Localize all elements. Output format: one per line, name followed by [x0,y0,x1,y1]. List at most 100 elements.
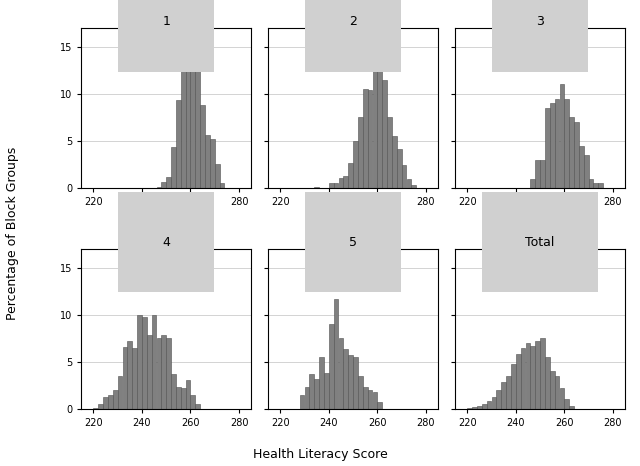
Bar [559,84,564,188]
Bar [477,406,482,409]
Bar [525,343,531,409]
Bar [467,408,472,409]
Bar [220,183,225,188]
Bar [176,387,180,409]
Bar [412,185,416,188]
Bar [93,408,98,409]
Bar [344,176,348,188]
Bar [108,395,113,409]
Bar [176,101,180,188]
Bar [378,402,382,409]
Bar [210,139,214,188]
Bar [339,178,343,188]
Bar [348,355,353,409]
Bar [205,135,210,188]
Bar [161,335,166,409]
Bar [103,397,108,409]
Bar [368,90,372,188]
Bar [392,136,397,188]
Bar [122,347,127,409]
Bar [358,117,363,188]
Bar [574,122,579,188]
Bar [305,387,309,409]
Bar [137,315,142,409]
Bar [387,117,392,188]
Bar [531,346,535,409]
Bar [319,357,324,409]
Bar [382,80,387,188]
Bar [353,357,358,409]
Bar [516,354,520,409]
Bar [161,182,166,188]
Bar [99,404,103,409]
Bar [186,380,190,409]
Bar [579,145,584,188]
Bar [142,317,147,409]
Title: Total: Total [525,236,555,249]
Title: 5: 5 [349,236,357,249]
Bar [372,392,378,409]
Bar [540,338,545,409]
Text: Percentage of Block Groups: Percentage of Block Groups [6,146,19,320]
Bar [310,374,314,409]
Bar [344,350,348,409]
Bar [482,404,486,409]
Bar [378,52,382,188]
Bar [521,348,525,409]
Bar [147,335,152,409]
Bar [132,348,137,409]
Bar [559,388,564,409]
Bar [531,178,535,188]
Bar [191,395,195,409]
Bar [584,155,589,188]
Bar [406,178,412,188]
Bar [550,371,554,409]
Bar [372,59,378,188]
Bar [166,177,171,188]
Bar [363,387,367,409]
Bar [300,395,305,409]
Bar [329,324,333,409]
Bar [200,105,205,188]
Bar [598,183,603,188]
Bar [486,401,492,409]
Bar [368,390,372,409]
Title: 1: 1 [162,15,170,28]
Bar [118,376,122,409]
Bar [324,373,329,409]
Bar [535,160,540,188]
Title: 3: 3 [536,15,544,28]
Text: Health Literacy Score: Health Literacy Score [253,448,387,461]
Bar [195,59,200,188]
Bar [314,378,319,409]
Bar [545,357,550,409]
Bar [589,178,593,188]
Bar [166,338,171,409]
Bar [555,99,559,188]
Bar [157,338,161,409]
Bar [171,148,176,188]
Bar [397,150,402,188]
Bar [402,165,406,188]
Bar [152,315,156,409]
Bar [314,187,319,188]
Bar [550,103,554,188]
Bar [180,59,186,188]
Bar [180,388,186,409]
Bar [348,163,353,188]
Bar [113,390,118,409]
Bar [540,160,545,188]
Bar [472,407,477,409]
Bar [186,34,190,188]
Bar [492,397,496,409]
Title: 4: 4 [162,236,170,249]
Bar [535,341,540,409]
Bar [353,141,358,188]
Bar [329,183,333,188]
Title: 2: 2 [349,15,357,28]
Bar [501,382,506,409]
Bar [339,338,343,409]
Bar [363,89,367,188]
Bar [358,376,363,409]
Bar [569,117,574,188]
